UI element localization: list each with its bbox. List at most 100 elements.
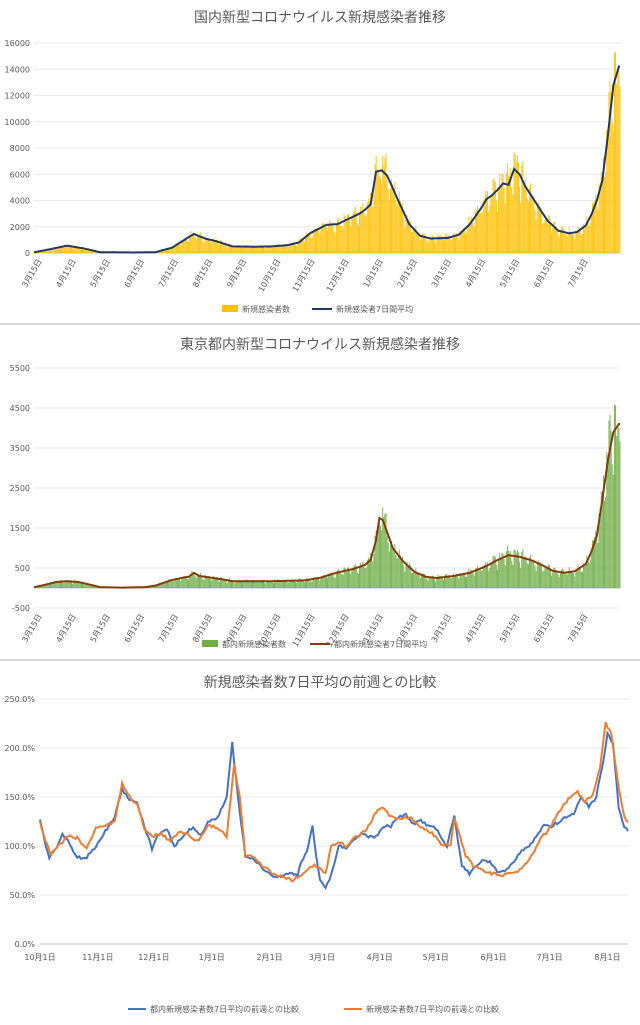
bar: [542, 223, 544, 253]
bar: [221, 240, 223, 253]
bar: [375, 155, 377, 253]
bar: [317, 578, 319, 588]
bar: [425, 576, 427, 588]
bar: [519, 561, 521, 588]
bar: [74, 579, 76, 588]
bar: [458, 239, 460, 253]
bar: [483, 198, 485, 253]
bar: [561, 227, 562, 253]
bar: [212, 578, 214, 588]
bar: [280, 246, 282, 253]
bar: [344, 216, 346, 253]
x-tick-label: 3月15日: [20, 258, 43, 290]
bar: [287, 582, 289, 588]
bar: [345, 571, 347, 588]
bar: [409, 221, 411, 253]
bar: [257, 582, 259, 588]
y-tick-label: 50.0%: [10, 891, 36, 900]
bar: [406, 561, 408, 588]
bar: [50, 583, 51, 588]
bar: [614, 404, 615, 588]
bar: [435, 581, 437, 588]
bar: [53, 247, 55, 253]
bar: [473, 227, 475, 253]
bar: [286, 244, 288, 253]
bar: [279, 246, 281, 253]
bar: [494, 181, 496, 253]
bar: [352, 567, 354, 588]
bar: [231, 245, 232, 253]
bar: [394, 543, 396, 588]
bar: [381, 183, 383, 253]
bar: [607, 130, 609, 253]
bar: [608, 92, 610, 253]
bar: [444, 237, 445, 253]
bar: [324, 576, 326, 588]
bar: [371, 552, 373, 588]
legend: 都内新規感染者数 都内新規感染者7日間平均: [202, 639, 427, 649]
legend: 新規感染者数 新規感染者7日間平均: [222, 304, 413, 314]
bar: [520, 202, 522, 253]
bar: [301, 240, 303, 253]
y-tick-label: 2000: [10, 223, 30, 232]
bar: [428, 576, 430, 588]
bar: [50, 249, 51, 253]
x-tick-label: 5月15日: [498, 258, 521, 290]
bar: [291, 579, 293, 588]
bar: [52, 582, 54, 588]
bar: [84, 582, 86, 588]
bar: [519, 186, 521, 253]
y-tick-label: 16000: [5, 39, 30, 48]
bar: [267, 581, 269, 588]
bar: [359, 212, 360, 253]
bar: [548, 215, 550, 253]
bar: [82, 582, 83, 588]
bar: [523, 184, 525, 253]
bar: [489, 205, 491, 253]
x-tick-label: 2月15日: [396, 258, 419, 290]
bar: [577, 226, 579, 253]
x-tick-label: 1月1日: [199, 953, 225, 962]
bar: [218, 245, 220, 253]
bar: [312, 232, 314, 253]
bar: [201, 575, 203, 588]
bar: [320, 228, 322, 253]
bar: [348, 567, 349, 588]
bar: [235, 245, 237, 253]
bar: [209, 578, 210, 588]
bar: [341, 226, 343, 253]
bar: [369, 201, 370, 253]
bar: [598, 513, 600, 588]
bar: [95, 586, 97, 588]
bar: [536, 562, 538, 588]
bar: [571, 571, 572, 588]
bar: [461, 230, 463, 253]
bar: [535, 219, 537, 253]
bar: [291, 242, 293, 253]
bar: [557, 574, 559, 588]
bar: [574, 238, 576, 253]
x-tick-label: 9月15日: [225, 258, 248, 290]
bar: [383, 164, 385, 253]
bar: [260, 245, 262, 253]
bar: [196, 235, 198, 253]
bar: [73, 246, 75, 253]
bar: [280, 582, 282, 588]
bar: [514, 549, 516, 588]
x-tick-label: 8月15日: [191, 613, 214, 645]
bar: [213, 575, 215, 588]
bar: [390, 188, 391, 253]
bar: [174, 578, 176, 588]
bar: [527, 564, 529, 588]
bar: [360, 206, 362, 253]
legend-label: 都内新規感染者数: [222, 639, 286, 649]
bar: [364, 215, 366, 253]
bar: [49, 249, 50, 253]
bar: [498, 188, 500, 253]
bar: [45, 583, 47, 588]
bar: [162, 583, 164, 588]
bar: [239, 246, 241, 253]
bar: [468, 568, 470, 588]
bar: [491, 193, 493, 253]
bar: [224, 579, 226, 588]
